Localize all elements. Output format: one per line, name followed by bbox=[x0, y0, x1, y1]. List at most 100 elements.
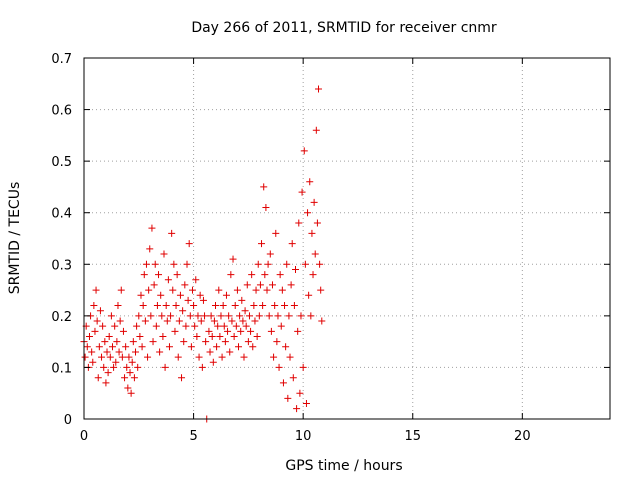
data-point bbox=[254, 260, 262, 268]
data-point bbox=[249, 343, 257, 351]
data-point bbox=[147, 312, 155, 320]
data-point bbox=[237, 327, 245, 335]
data-point bbox=[221, 338, 229, 346]
data-point bbox=[136, 332, 144, 340]
data-point bbox=[168, 229, 176, 237]
x-tick-label: 20 bbox=[514, 429, 531, 444]
data-point bbox=[186, 312, 194, 320]
data-point bbox=[267, 327, 275, 335]
data-point bbox=[261, 271, 269, 279]
axis-ticks: 0 5 10 15 20 0 0.1 0.2 0.3 0.4 0.5 0.6 0.7 bbox=[51, 52, 610, 444]
data-point bbox=[123, 363, 131, 371]
data-point bbox=[304, 209, 312, 217]
data-point bbox=[251, 317, 259, 325]
data-point bbox=[271, 302, 279, 310]
data-point bbox=[252, 286, 260, 294]
data-point bbox=[90, 302, 98, 310]
data-point bbox=[316, 260, 324, 268]
data-point bbox=[146, 245, 154, 253]
data-point bbox=[309, 271, 317, 279]
data-point bbox=[197, 317, 205, 325]
data-point bbox=[173, 271, 181, 279]
data-point bbox=[138, 343, 146, 351]
data-point bbox=[245, 312, 253, 320]
data-point bbox=[266, 250, 274, 258]
data-point bbox=[270, 353, 278, 361]
data-point bbox=[119, 327, 127, 335]
data-point bbox=[306, 178, 314, 186]
data-point bbox=[121, 374, 129, 382]
data-point bbox=[165, 343, 173, 351]
data-point bbox=[262, 204, 270, 212]
data-point bbox=[161, 363, 169, 371]
data-point bbox=[274, 312, 282, 320]
data-point bbox=[88, 348, 96, 356]
data-point bbox=[178, 374, 186, 382]
data-point bbox=[184, 296, 192, 304]
data-point bbox=[155, 271, 163, 279]
data-point bbox=[229, 255, 237, 263]
data-point bbox=[188, 286, 196, 294]
data-point bbox=[101, 338, 109, 346]
data-point bbox=[273, 338, 281, 346]
data-point bbox=[196, 291, 204, 299]
data-point bbox=[191, 322, 199, 330]
data-point bbox=[158, 312, 166, 320]
data-point bbox=[272, 229, 280, 237]
data-point bbox=[153, 302, 161, 310]
data-point bbox=[297, 312, 305, 320]
data-point bbox=[140, 271, 148, 279]
data-point bbox=[286, 353, 294, 361]
data-point bbox=[263, 286, 271, 294]
data-point bbox=[214, 322, 222, 330]
data-point bbox=[183, 260, 191, 268]
data-point bbox=[141, 317, 149, 325]
data-point bbox=[264, 260, 272, 268]
data-point bbox=[95, 343, 103, 351]
data-point bbox=[233, 286, 241, 294]
data-point bbox=[215, 286, 223, 294]
data-point bbox=[187, 343, 195, 351]
data-point bbox=[162, 302, 170, 310]
data-point bbox=[182, 322, 190, 330]
data-point bbox=[92, 286, 100, 294]
data-point bbox=[145, 286, 153, 294]
data-point bbox=[104, 369, 112, 377]
data-point bbox=[312, 126, 320, 134]
data-point bbox=[278, 286, 286, 294]
y-tick-label: 0.1 bbox=[51, 361, 72, 376]
data-point bbox=[207, 312, 215, 320]
data-point bbox=[253, 332, 261, 340]
data-point bbox=[81, 353, 89, 361]
data-point bbox=[156, 348, 164, 356]
x-tick-label: 15 bbox=[404, 429, 421, 444]
y-tick-label: 0.3 bbox=[51, 258, 72, 273]
data-point bbox=[305, 291, 313, 299]
data-point bbox=[235, 343, 243, 351]
data-point bbox=[172, 302, 180, 310]
data-point bbox=[117, 286, 125, 294]
data-point bbox=[209, 358, 217, 366]
data-point bbox=[105, 332, 113, 340]
data-point bbox=[218, 353, 226, 361]
data-point bbox=[289, 374, 297, 382]
data-point bbox=[100, 363, 108, 371]
data-point bbox=[308, 229, 316, 237]
data-point bbox=[227, 271, 235, 279]
data-point bbox=[299, 363, 307, 371]
data-point bbox=[294, 327, 302, 335]
data-point bbox=[129, 338, 137, 346]
chart-title: Day 266 of 2011, SRMTID for receiver cnm… bbox=[191, 20, 497, 36]
data-point bbox=[317, 286, 325, 294]
data-point bbox=[106, 353, 114, 361]
data-point bbox=[282, 343, 290, 351]
data-point bbox=[98, 353, 106, 361]
data-point bbox=[171, 327, 179, 335]
plot-frame bbox=[83, 57, 611, 420]
data-point bbox=[201, 312, 209, 320]
data-point bbox=[277, 322, 285, 330]
y-axis-label: SRMTID / TECUs bbox=[7, 182, 23, 295]
data-point bbox=[220, 322, 228, 330]
data-points bbox=[80, 85, 326, 423]
